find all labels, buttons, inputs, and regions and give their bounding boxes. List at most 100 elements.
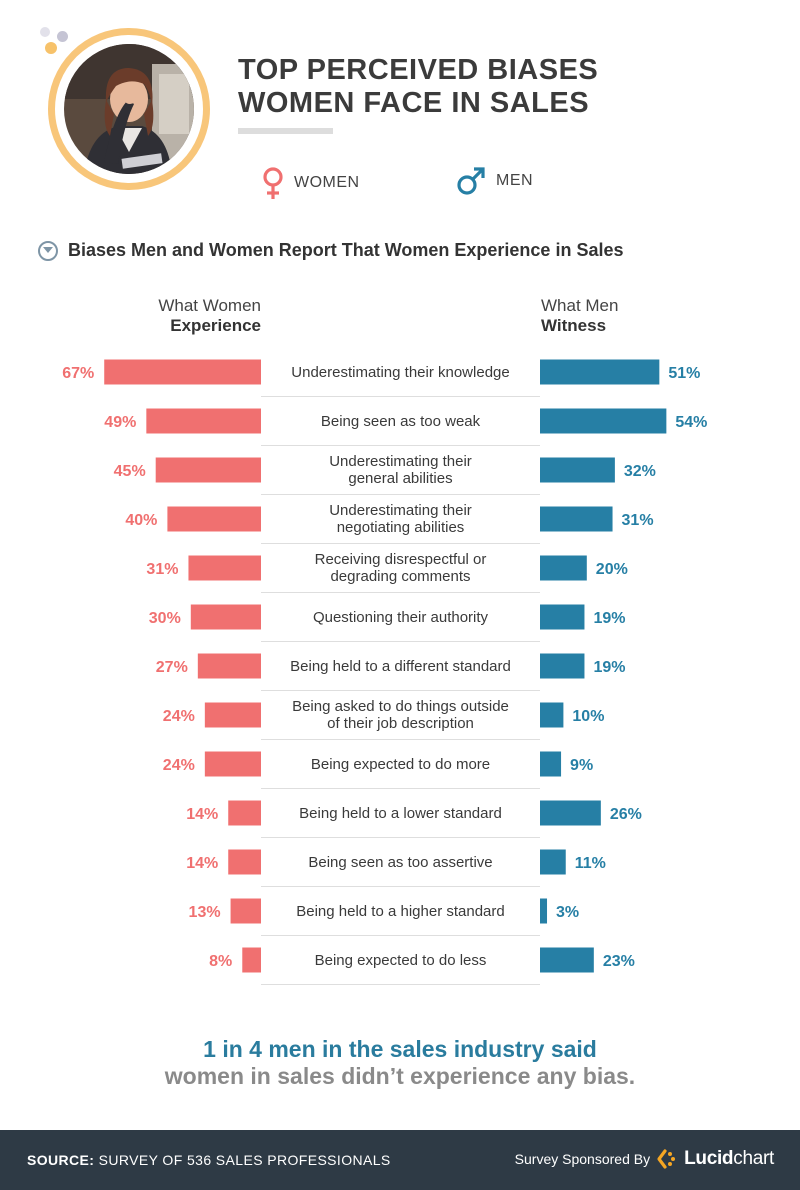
men-value-label: 19% [593,610,625,627]
page-title: TOP PERCEIVED BIASES WOMEN FACE IN SALES [238,54,598,120]
decor-dot [45,42,57,54]
sponsor-brand: Lucidchart [684,1148,774,1170]
women-value-label: 49% [104,414,136,431]
left-header-bottom: Experience [170,316,261,335]
category-label: Underestimating their [329,502,472,519]
decor-dot [40,27,50,37]
men-value-label: 19% [593,659,625,676]
category-label: Being seen as too assertive [308,854,492,871]
men-bar [540,751,562,777]
category-label: Being held to a higher standard [296,903,504,920]
decor-dot [57,31,68,42]
men-value-label: 51% [668,365,700,382]
lucidchart-logo-icon [657,1149,676,1169]
men-value-label: 9% [570,757,593,774]
men-bar [540,359,660,385]
category-label: Being asked to do things outside [292,698,509,715]
footnote-secondary: women in sales didn’t experience any bia… [164,1063,636,1089]
men-value-label: 26% [610,806,642,823]
men-value-label: 23% [603,953,635,970]
men-bar [540,800,601,826]
women-value-label: 14% [186,806,218,823]
women-value-label: 45% [114,463,146,480]
men-bar [540,555,587,581]
butterfly-bar-chart: 67% 51% Underestimating their knowledge 49%… [62,359,707,985]
women-bar [146,408,261,434]
legend-men: MEN [456,166,533,196]
category-label: Being held to a different standard [290,658,511,675]
men-bar [540,506,613,532]
men-bar [540,457,615,483]
category-label: Questioning their authority [313,609,489,626]
category-label: of their job description [327,715,474,732]
women-value-label: 24% [163,757,195,774]
category-label: Being expected to do less [315,952,487,969]
legend-women: WOMEN [262,166,360,200]
title-line-1: TOP PERCEIVED BIASES [238,54,599,86]
women-value-label: 13% [189,904,221,921]
category-label: Being seen as too weak [321,413,481,430]
footer-bar: SOURCE: SURVEY OF 536 SALES PROFESSIONAL… [0,1130,800,1190]
sponsor-text: Survey Sponsored By [514,1151,651,1167]
source-line: SOURCE: SURVEY OF 536 SALES PROFESSIONAL… [27,1152,391,1168]
right-header-top: What Men [541,296,619,315]
left-column-header: What Women Experience [158,296,261,336]
men-bar [540,702,564,728]
footnote-highlight: 1 in 4 men in the sales industry said [203,1036,597,1062]
women-value-label: 14% [186,855,218,872]
category-label: general abilities [348,470,452,487]
women-bar [204,702,261,728]
right-header-bottom: Witness [541,316,607,335]
source-label: SOURCE: [27,1152,95,1168]
women-bar [228,849,261,875]
legend-men-label: MEN [496,172,534,189]
title-line-2: WOMEN FACE IN SALES [238,87,590,119]
men-value-label: 54% [675,414,707,431]
category-label: Underestimating their knowledge [291,364,509,381]
photo-ring [48,28,210,190]
category-label: negotiating abilities [337,519,465,536]
left-header-top: What Women [158,296,261,315]
women-value-label: 27% [156,659,188,676]
right-column-header: What Men Witness [541,296,618,336]
chart-subtitle: Biases Men and Women Report That Women E… [68,240,624,260]
category-label: Receiving disrespectful or [315,551,487,568]
source-text: SURVEY OF 536 SALES PROFESSIONALS [98,1152,391,1168]
woman-photo [64,44,194,174]
sponsor-line: Survey Sponsored By Lucidchart [514,1148,775,1170]
women-value-label: 8% [209,953,232,970]
men-bar [540,898,548,924]
women-bar [188,555,261,581]
female-icon [263,167,283,199]
legend-women-label: WOMEN [294,174,360,191]
women-value-label: 40% [125,512,157,529]
women-bar [242,947,261,973]
men-value-label: 11% [575,855,606,872]
women-value-label: 67% [62,365,94,382]
women-bar [155,457,261,483]
men-bar [540,947,594,973]
women-bar [197,653,261,679]
category-label: Being expected to do more [311,756,490,773]
women-bar [104,359,261,385]
women-bar [190,604,261,630]
women-bar [167,506,261,532]
men-value-label: 3% [556,904,579,921]
brand-bold: Lucid [684,1148,734,1169]
men-bar [540,604,585,630]
women-bar [228,800,261,826]
men-value-label: 20% [596,561,628,578]
male-icon [457,167,485,195]
men-bar [540,653,585,679]
women-value-label: 31% [146,561,178,578]
category-label: Being held to a lower standard [299,805,502,822]
men-value-label: 10% [572,708,604,725]
women-value-label: 24% [163,708,195,725]
brand-regular: chart [733,1148,774,1169]
women-value-label: 30% [149,610,181,627]
chart-subtitle-row: Biases Men and Women Report That Women E… [38,240,623,261]
women-bar [230,898,261,924]
category-label: degrading comments [330,568,470,585]
men-value-label: 32% [624,463,656,480]
men-bar [540,408,667,434]
